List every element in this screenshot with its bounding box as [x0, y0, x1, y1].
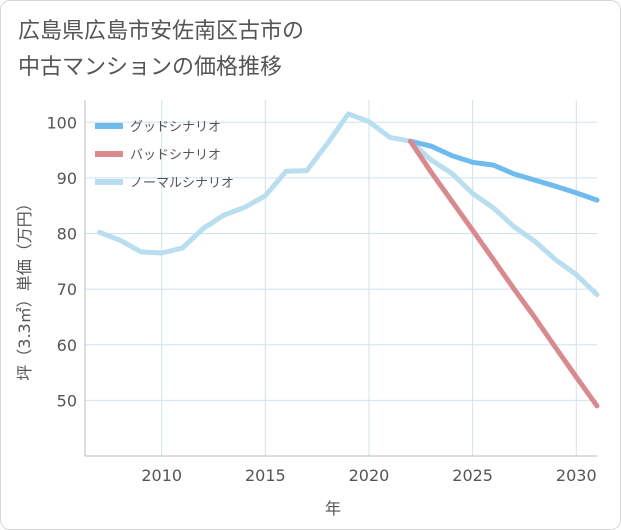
- y-tick-50: 50: [57, 391, 77, 410]
- y-axis-label: 坪（3.3㎡）単価（万円）: [15, 195, 34, 380]
- legend-label-2: ノーマルシナリオ: [130, 176, 234, 191]
- chart-title-line1: 広島県広島市安佐南区古市の: [18, 19, 305, 44]
- series-line-0: [407, 138, 600, 203]
- y-tick-80: 80: [57, 225, 77, 244]
- plot-area: [84, 100, 597, 457]
- x-tick-labels: 2010 2015 2020 2025 2030: [141, 466, 596, 485]
- y-tick-100: 100: [46, 113, 77, 132]
- series-line-1: [407, 138, 600, 409]
- y-tick-70: 70: [57, 280, 77, 299]
- x-tick-2015: 2015: [245, 466, 286, 485]
- x-axis-label: 年: [325, 499, 341, 518]
- chart-title-line2: 中古マンションの価格推移: [18, 55, 283, 80]
- y-tick-90: 90: [57, 169, 77, 188]
- x-tick-2025: 2025: [452, 466, 493, 485]
- x-tick-2010: 2010: [141, 466, 182, 485]
- legend-label-0: グッドシナリオ: [130, 120, 221, 135]
- chart-title: 広島県広島市安佐南区古市の 中古マンションの価格推移: [18, 14, 304, 86]
- x-tick-2030: 2030: [556, 466, 597, 485]
- y-tick-labels: 50 60 70 80 90 100: [46, 113, 77, 410]
- y-tick-60: 60: [57, 336, 77, 355]
- series-line-2: [97, 111, 600, 298]
- legend-label-1: バッドシナリオ: [130, 148, 221, 163]
- series-lines: [97, 111, 600, 409]
- x-tick-2020: 2020: [349, 466, 390, 485]
